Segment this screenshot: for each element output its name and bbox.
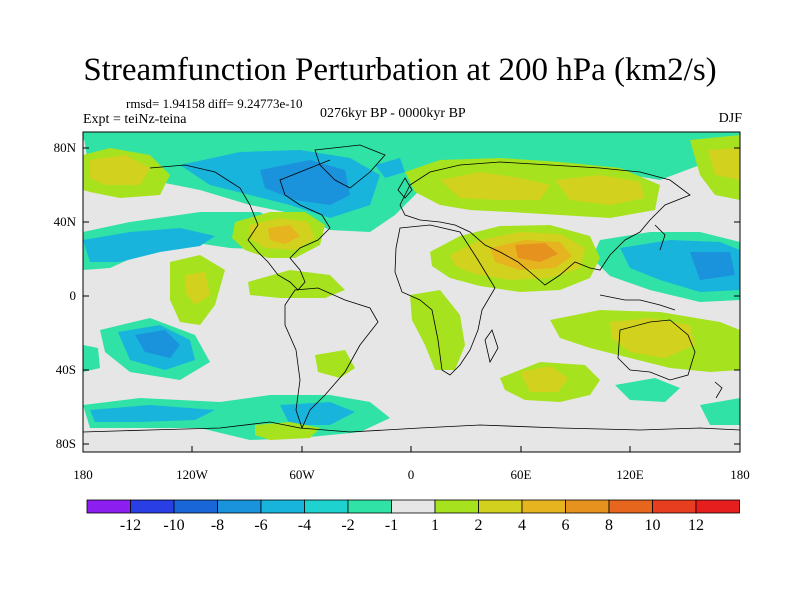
lon-label-60e: 60E	[510, 467, 532, 482]
colorbar-swatch	[130, 499, 175, 514]
contour-neg4-north-atlantic	[375, 158, 405, 178]
colorbar-swatch	[217, 499, 262, 514]
colorbar-swatch	[173, 499, 218, 514]
lat-label-80s: 80S	[55, 436, 76, 451]
contour-pos2-south-america	[248, 270, 345, 298]
lon-label-180w: 180	[73, 467, 93, 482]
contour-pos4-arctic	[90, 155, 150, 185]
contour-pos2-south-atlantic	[315, 350, 355, 378]
colorbar-swatch	[652, 499, 697, 514]
colorbar-swatch	[347, 499, 392, 514]
coast-madagascar	[484, 329, 499, 364]
experiment-label: Expt = teiNz-teina	[83, 112, 187, 127]
colorbar-swatch	[478, 499, 523, 514]
colorbar-swatch	[608, 499, 653, 514]
coast-greenland	[314, 144, 386, 189]
period-label: 0276kyr BP - 0000kyr BP	[320, 106, 466, 121]
contour-neg-se-indian	[700, 398, 740, 425]
coast-british-isles	[397, 177, 413, 199]
colorbar-label: -10	[163, 517, 185, 534]
coast-australia	[617, 319, 696, 381]
colorbar-label: -6	[254, 517, 268, 534]
lat-label-80n: 80N	[53, 140, 76, 155]
coast-south-america	[284, 287, 379, 430]
contour-pos8-asia	[515, 243, 558, 262]
contour-neg4-pacific	[83, 228, 215, 262]
contour-neg-west-edge	[83, 345, 100, 372]
colorbar-label: 4	[518, 517, 526, 534]
colorbar-swatch	[304, 499, 349, 514]
colorbar-label: -12	[119, 517, 142, 534]
colorbar-swatch	[86, 499, 131, 514]
contour-neg4-south-band	[90, 405, 215, 422]
lon-label-60w: 60W	[289, 467, 315, 482]
colorbar-swatch	[391, 499, 436, 514]
lon-label-120w: 120W	[176, 467, 208, 482]
colorbar	[86, 499, 740, 514]
contour-pos4-siberia	[555, 175, 645, 205]
lat-label-40s: 40S	[55, 362, 76, 377]
lat-label-0: 0	[69, 288, 77, 303]
contour-pos4-pacific-east	[708, 148, 740, 180]
colorbar-label: 10	[644, 517, 661, 534]
axis-ticks	[82, 147, 741, 452]
coast-eurasia	[399, 161, 691, 286]
contour-pos4-east-pacific	[185, 272, 210, 305]
map-field	[83, 132, 740, 452]
colorbar-label: -4	[297, 517, 312, 534]
colorbar-label: 1	[431, 517, 439, 534]
colorbar-swatch	[695, 499, 740, 514]
colorbar-swatch	[521, 499, 566, 514]
colorbar-label: 12	[688, 517, 704, 534]
lon-label-180e: 180	[730, 467, 750, 482]
colorbar-swatch	[434, 499, 479, 514]
colorbar-label: -8	[210, 517, 225, 534]
coast-antarctica	[83, 421, 740, 433]
coast-japan	[654, 224, 666, 251]
colorbar-label: 8	[605, 517, 613, 534]
contour-pos4-indian	[520, 366, 568, 392]
chart-title: Streamfunction Perturbation at 200 hPa (…	[83, 52, 717, 88]
colorbar-label: 2	[474, 517, 483, 534]
contour-pos6-north-america	[268, 225, 300, 244]
coast-africa	[394, 224, 496, 376]
contour-neg6-south-pacific	[135, 330, 180, 358]
contour-pos4-australia	[610, 318, 695, 358]
coast-new-zealand	[714, 381, 723, 399]
coastlines	[83, 144, 740, 433]
colorbar-swatch	[260, 499, 305, 514]
contour-neg6-west-pacific	[690, 252, 735, 280]
colorbar-swatch	[565, 499, 610, 514]
contour-pos2-atlantic	[410, 290, 465, 370]
colorbar-label: -2	[341, 517, 355, 534]
contour-neg-west-indian	[615, 378, 680, 402]
contour-pos4-eurasia	[440, 172, 550, 200]
colorbar-label: -1	[384, 517, 399, 534]
coast-indonesia	[599, 294, 676, 311]
season-label: DJF	[718, 111, 742, 126]
lon-label-120e: 120E	[616, 467, 644, 482]
stats-label: rmsd= 1.94158 diff= 9.24773e-10	[126, 96, 303, 111]
coast-north-america	[149, 159, 331, 291]
lon-label-0: 0	[407, 467, 415, 482]
colorbar-label: 6	[561, 517, 570, 534]
lat-label-40n: 40N	[53, 214, 76, 229]
contour-neg6-greenland	[260, 160, 350, 205]
contour-pos2-chile	[255, 422, 320, 440]
